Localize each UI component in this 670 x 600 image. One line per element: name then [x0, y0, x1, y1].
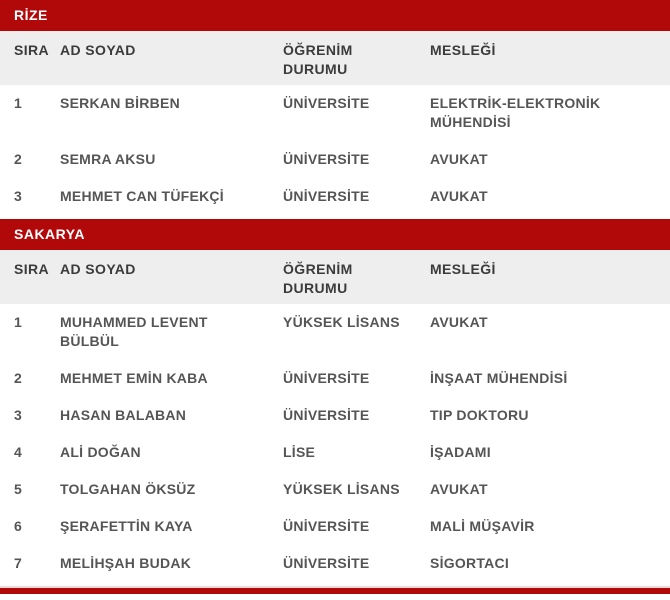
cell-meslek: AVUKAT [416, 178, 670, 215]
cell-meslek: AVUKAT [416, 304, 670, 360]
column-header: AD SOYAD [46, 250, 269, 304]
cell-sira: 1 [0, 85, 46, 141]
cell-ad-soyad: TOLGAHAN ÖKSÜZ [46, 471, 269, 508]
column-header: AD SOYAD [46, 31, 269, 85]
cell-ogrenim: ÜNİVERSİTE [269, 508, 416, 545]
cell-meslek: AVUKAT [416, 471, 670, 508]
cell-sira: 4 [0, 434, 46, 471]
table-row: 2 MEHMET EMİN KABA ÜNİVERSİTE İNŞAAT MÜHEND… [0, 360, 670, 397]
cell-ad-soyad: SERKAN BİRBEN [46, 85, 269, 141]
table-row: 3 HASAN BALABAN ÜNİVERSİTE TIP DOKTORU [0, 397, 670, 434]
cell-sira: 3 [0, 178, 46, 215]
cell-meslek: TIP DOKTORU [416, 397, 670, 434]
cell-sira: 7 [0, 545, 46, 582]
cell-ogrenim: ÜNİVERSİTE [269, 141, 416, 178]
header-row: SIRA AD SOYAD ÖĞRENİM DURUMU MESLEĞİ [0, 250, 670, 304]
cell-sira: 2 [0, 141, 46, 178]
cell-meslek: ELEKTRİK-ELEKTRONİK MÜHENDİSİ [416, 85, 670, 141]
cell-ad-soyad: MUHAMMED LEVENT BÜLBÜL [46, 304, 269, 360]
province-title: RİZE [14, 7, 48, 23]
cell-ogrenim: ÜNİVERSİTE [269, 178, 416, 215]
cell-ogrenim: YÜKSEK LİSANS [269, 304, 416, 360]
column-header: MESLEĞİ [416, 250, 670, 304]
table-row: 1 SERKAN BİRBEN ÜNİVERSİTE ELEKTRİK-ELEKTRO… [0, 85, 670, 141]
cell-ogrenim: ÜNİVERSİTE [269, 360, 416, 397]
table-row: 4 ALİ DOĞAN LİSE İŞADAMI [0, 434, 670, 471]
cell-ad-soyad: HASAN BALABAN [46, 397, 269, 434]
cell-ad-soyad: MELİHŞAH BUDAK [46, 545, 269, 582]
cell-sira: 6 [0, 508, 46, 545]
cell-meslek: SİGORTACI [416, 545, 670, 582]
cell-sira: 5 [0, 471, 46, 508]
column-header: ÖĞRENİM DURUMU [269, 31, 416, 85]
column-header: MESLEĞİ [416, 31, 670, 85]
cell-ogrenim: YÜKSEK LİSANS [269, 471, 416, 508]
header-row: SIRA AD SOYAD ÖĞRENİM DURUMU MESLEĞİ [0, 31, 670, 85]
sections-host: RİZE SIRA AD SOYAD ÖĞRENİM DURUMU MESLEĞİ 1… [0, 0, 670, 582]
table-row: 7 MELİHŞAH BUDAK ÜNİVERSİTE SİGORTACI [0, 545, 670, 582]
cell-ad-soyad: SEMRA AKSU [46, 141, 269, 178]
cell-ad-soyad: ŞERAFETTİN KAYA [46, 508, 269, 545]
cell-meslek: İNŞAAT MÜHENDİSİ [416, 360, 670, 397]
cell-meslek: AVUKAT [416, 141, 670, 178]
cell-ad-soyad: MEHMET CAN TÜFEKÇİ [46, 178, 269, 215]
candidates-table: SIRA AD SOYAD ÖĞRENİM DURUMU MESLEĞİ 1 SERKA… [0, 31, 670, 215]
table-row: 1 MUHAMMED LEVENT BÜLBÜL YÜKSEK LİSANS AVUK… [0, 304, 670, 360]
candidates-table: SIRA AD SOYAD ÖĞRENİM DURUMU MESLEĞİ 1 MUHAM… [0, 250, 670, 582]
cell-ogrenim: LİSE [269, 434, 416, 471]
cell-sira: 1 [0, 304, 46, 360]
column-header: ÖĞRENİM DURUMU [269, 250, 416, 304]
table-row: 2 SEMRA AKSU ÜNİVERSİTE AVUKAT [0, 141, 670, 178]
table-body: 1 MUHAMMED LEVENT BÜLBÜL YÜKSEK LİSANS AVUK… [0, 304, 670, 582]
cell-sira: 2 [0, 360, 46, 397]
next-province-bar-partial [0, 586, 670, 594]
cell-meslek: MALİ MÜŞAVİR [416, 508, 670, 545]
province-header-bar: RİZE [0, 0, 670, 31]
cell-ad-soyad: MEHMET EMİN KABA [46, 360, 269, 397]
column-header: SIRA [0, 250, 49, 304]
table-row: 5 TOLGAHAN ÖKSÜZ YÜKSEK LİSANS AVUKAT [0, 471, 670, 508]
province-section: SAKARYA SIRA AD SOYAD ÖĞRENİM DURUMU MESLEĞ… [0, 219, 670, 582]
cell-ogrenim: ÜNİVERSİTE [269, 85, 416, 141]
cell-ogrenim: ÜNİVERSİTE [269, 545, 416, 582]
province-title: SAKARYA [14, 226, 85, 242]
province-header-bar: SAKARYA [0, 219, 670, 250]
cell-ad-soyad: ALİ DOĞAN [46, 434, 269, 471]
cell-ogrenim: ÜNİVERSİTE [269, 397, 416, 434]
cell-meslek: İŞADAMI [416, 434, 670, 471]
table-body: 1 SERKAN BİRBEN ÜNİVERSİTE ELEKTRİK-ELEKTRO… [0, 85, 670, 215]
table-row: 6 ŞERAFETTİN KAYA ÜNİVERSİTE MALİ MÜŞAVİR [0, 508, 670, 545]
column-header: SIRA [0, 31, 49, 85]
cell-sira: 3 [0, 397, 46, 434]
table-row: 3 MEHMET CAN TÜFEKÇİ ÜNİVERSİTE AVUKAT [0, 178, 670, 215]
province-section: RİZE SIRA AD SOYAD ÖĞRENİM DURUMU MESLEĞİ 1… [0, 0, 670, 215]
